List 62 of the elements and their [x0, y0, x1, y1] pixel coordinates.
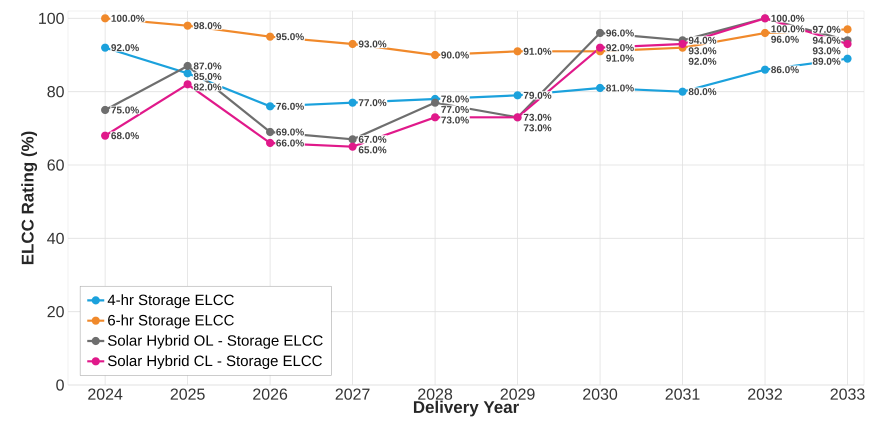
data-label: 68.0%: [111, 132, 139, 140]
data-label: 93.0%: [688, 47, 716, 54]
x-tick-label: 2031: [666, 388, 700, 400]
data-label: 77.0%: [441, 106, 469, 114]
legend-label: Solar Hybrid OL - Storage ELCC: [108, 334, 323, 349]
data-label: 91.0%: [606, 54, 634, 62]
data-label: 73.0%: [524, 124, 552, 132]
x-tick-label: 2033: [830, 388, 865, 400]
y-tick-label: 20: [48, 306, 64, 318]
y-tick-label: 60: [48, 159, 64, 171]
data-label: 95.0%: [276, 33, 304, 40]
x-tick-label: 2028: [418, 388, 452, 400]
data-label: 96.0%: [771, 36, 799, 43]
x-tick-label: 2026: [253, 388, 288, 400]
data-label: 98.0%: [194, 22, 222, 30]
data-label: 100.0%: [771, 14, 804, 22]
data-label: 81.0%: [606, 84, 634, 92]
data-label: 92.0%: [606, 44, 634, 52]
data-label: 76.0%: [276, 102, 304, 110]
data-label: 85.0%: [194, 72, 222, 80]
data-label: 73.0%: [441, 116, 469, 124]
data-label: 91.0%: [524, 48, 552, 55]
data-label: 66.0%: [276, 139, 304, 147]
legend-label: 4-hr Storage ELCC: [108, 294, 234, 308]
data-label: 90.0%: [441, 51, 469, 59]
data-label: 93.0%: [358, 40, 386, 48]
y-tick-label: 0: [56, 379, 64, 391]
data-label: 86.0%: [771, 66, 799, 74]
data-label: 92.0%: [111, 44, 139, 52]
data-label: 65.0%: [358, 146, 386, 154]
data-label: 69.0%: [276, 128, 304, 136]
data-label: 87.0%: [194, 62, 222, 70]
data-label: 100.0%: [771, 25, 804, 32]
x-axis-title: Delivery Year: [414, 400, 519, 416]
legend-label: 6-hr Storage ELCC: [108, 314, 234, 328]
data-label: 77.0%: [358, 99, 386, 106]
data-label: 78.0%: [441, 95, 469, 103]
data-label: 80.0%: [688, 88, 716, 96]
y-axis-title: ELCC Rating (%): [21, 132, 38, 264]
data-label: 82.0%: [194, 83, 222, 91]
data-label: 94.0%: [688, 36, 716, 44]
x-tick-label: 2030: [583, 388, 618, 400]
data-label: 75.0%: [111, 106, 139, 114]
x-tick-label: 2027: [336, 388, 370, 400]
data-label: 67.0%: [358, 136, 386, 143]
data-label: 96.0%: [606, 29, 634, 37]
x-tick-label: 2032: [748, 388, 782, 400]
x-tick-label: 2024: [88, 388, 122, 400]
x-tick-label: 2025: [170, 388, 205, 400]
x-tick-label: 2029: [500, 388, 535, 400]
data-label: 73.0%: [524, 114, 552, 121]
y-tick-label: 80: [47, 86, 64, 98]
y-tick-label: 100: [39, 12, 64, 24]
data-label: 89.0%: [812, 58, 840, 65]
legend-label: Solar Hybrid CL - Storage ELCC: [108, 355, 322, 370]
data-label: 79.0%: [524, 92, 552, 99]
data-label: 97.0%: [812, 26, 840, 33]
data-label: 100.0%: [112, 14, 144, 22]
y-tick-label: 40: [47, 232, 64, 244]
data-label: 92.0%: [688, 58, 716, 65]
data-label: 94.0%: [812, 36, 840, 44]
data-label: 93.0%: [812, 47, 840, 54]
